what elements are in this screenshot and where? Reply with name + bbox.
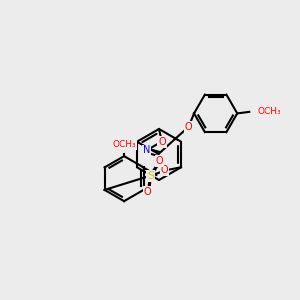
Text: OCH₃: OCH₃ [112, 140, 136, 148]
Text: O: O [144, 187, 151, 197]
Text: S: S [147, 171, 154, 181]
Text: O: O [161, 165, 168, 175]
Text: O: O [185, 122, 193, 132]
Text: O: O [156, 156, 163, 166]
Text: OCH₃: OCH₃ [258, 107, 281, 116]
Text: O: O [158, 136, 166, 147]
Text: N: N [143, 146, 150, 155]
